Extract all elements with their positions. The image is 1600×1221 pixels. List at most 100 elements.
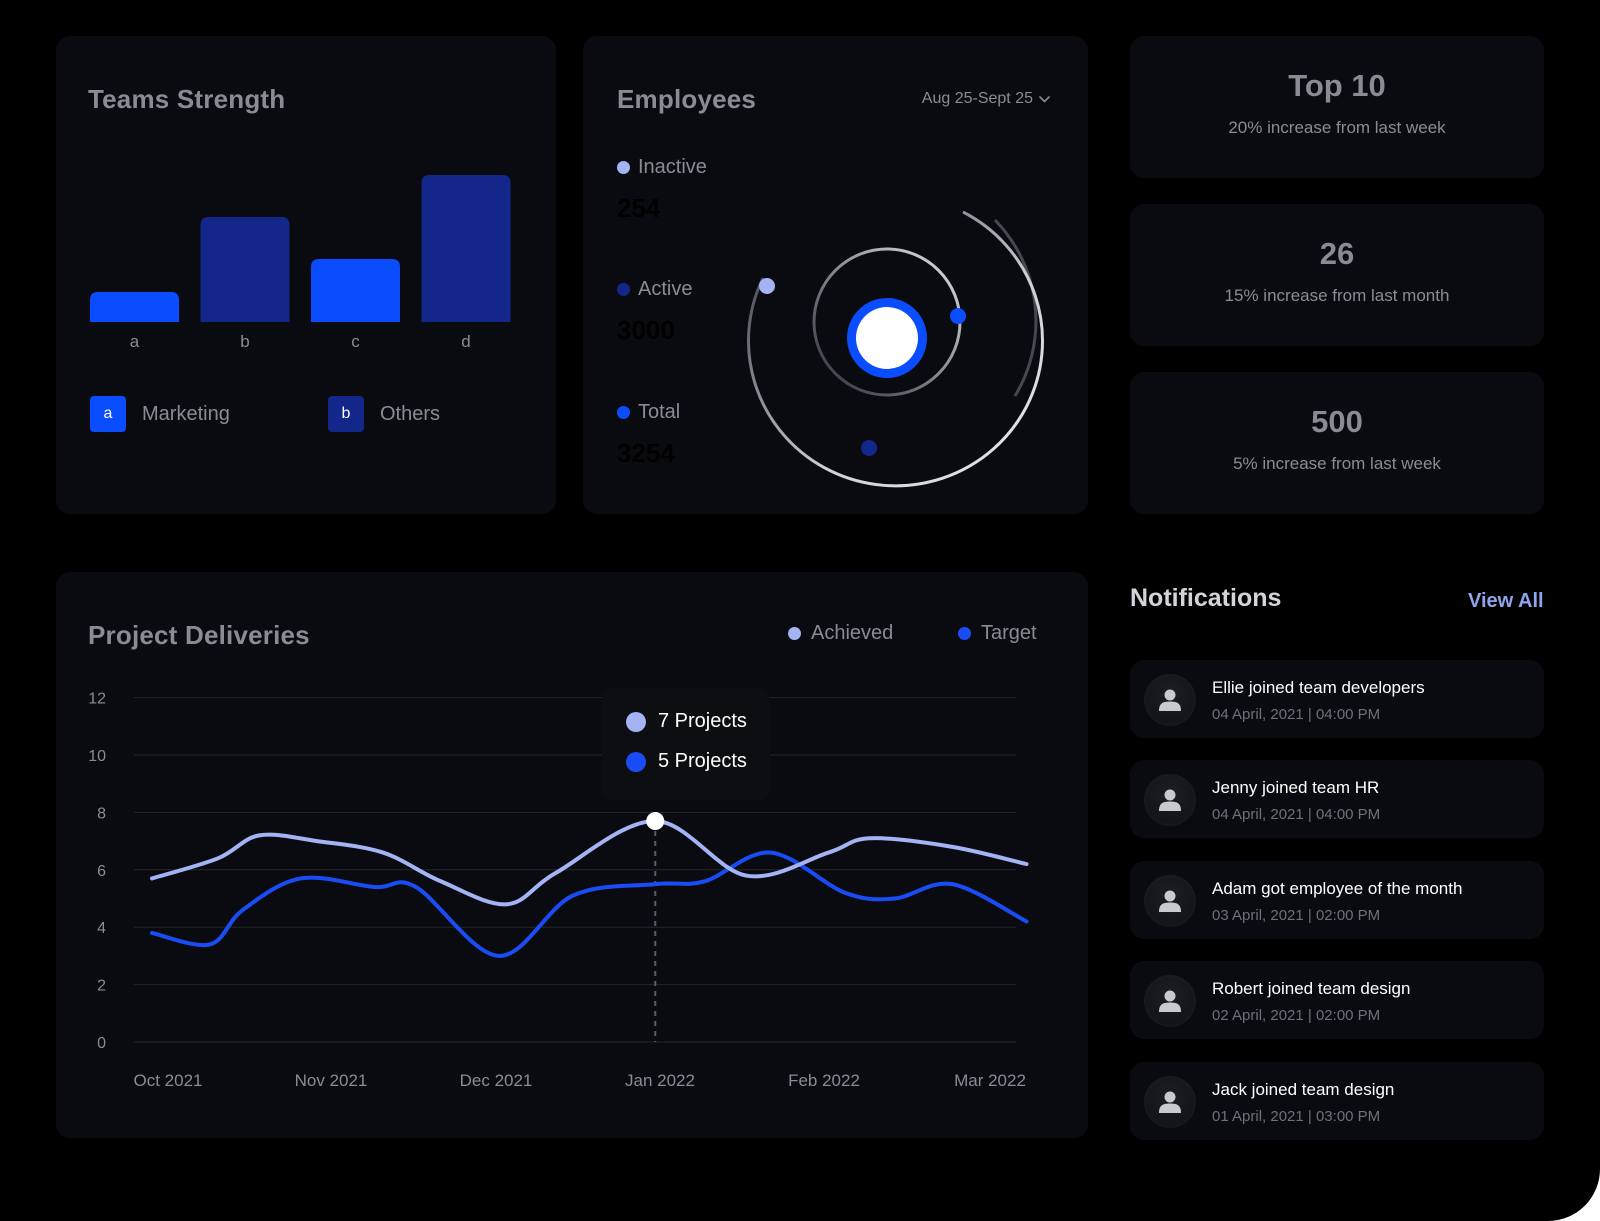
y-tick-label: 2 xyxy=(97,978,106,995)
notification-item[interactable]: Ellie joined team developers 04 April, 2… xyxy=(1130,660,1544,738)
notification-text: Robert joined team design xyxy=(1212,979,1411,998)
series-line-target xyxy=(150,850,1029,958)
notification-time: 02 April, 2021 | 02:00 PM xyxy=(1212,1007,1381,1024)
orbit-ring-large xyxy=(747,210,1044,488)
active-value: 3000 xyxy=(617,315,675,345)
orbit-outer-arc xyxy=(993,218,1038,397)
kpi-value: Top 10 xyxy=(1288,68,1386,103)
total-label: Total xyxy=(638,401,681,423)
notification-item[interactable]: Jack joined team design 01 April, 2021 |… xyxy=(1130,1062,1544,1140)
total-dot xyxy=(617,406,630,419)
legend-key-b: b xyxy=(328,396,364,432)
avatar xyxy=(1144,875,1196,927)
x-tick-label: Mar 2022 xyxy=(954,1071,1026,1090)
legend-label-others: Others xyxy=(380,402,441,425)
y-tick-label: 12 xyxy=(88,691,106,708)
target-legend-label: Target xyxy=(981,622,1037,644)
avatar xyxy=(1144,975,1196,1027)
notification-text: Jenny joined team HR xyxy=(1212,778,1380,797)
user-icon xyxy=(1159,689,1181,711)
employees-card: Employees Aug 25-Sept 25 Inactive 254 Ac… xyxy=(583,36,1088,514)
project-deliveries-card: 0 2 4 6 8 10 12 Oct 2021 Nov 2021 Dec 2021 Jan 202… xyxy=(56,572,1088,1138)
y-tick-label: 4 xyxy=(97,920,106,937)
avatar xyxy=(1144,1076,1196,1128)
x-tick-label: Nov 2021 xyxy=(295,1071,368,1090)
inactive-value: 254 xyxy=(617,193,661,223)
notification-text: Adam got employee of the month xyxy=(1212,879,1463,898)
employees-title: Employees xyxy=(617,84,757,114)
teams-strength-bar-chart: a b c d xyxy=(90,175,511,351)
highlight-point xyxy=(646,812,665,831)
teams-strength-title: Teams Strength xyxy=(88,84,286,114)
teams-strength-card: Teams Strength a b c d a Marketing b Others xyxy=(56,36,556,514)
employee-stat-total: Total 3254 xyxy=(617,401,680,469)
date-range-dropdown[interactable]: Aug 25-Sept 25 xyxy=(922,90,1050,108)
inactive-label: Inactive xyxy=(638,156,707,178)
x-tick-label: Dec 2021 xyxy=(460,1071,533,1090)
y-tick-label: 10 xyxy=(88,748,106,765)
bar-label-d: d xyxy=(461,332,470,351)
tooltip-achieved-dot xyxy=(626,711,646,732)
legend-key-a: a xyxy=(90,396,126,432)
notification-item[interactable]: Jenny joined team HR 04 April, 2021 | 04… xyxy=(1130,760,1544,838)
notification-text: Ellie joined team developers xyxy=(1212,678,1425,697)
tooltip-achieved-text: 7 Projects xyxy=(658,710,747,732)
achieved-legend-dot xyxy=(788,627,801,640)
notification-text: Jack joined team design xyxy=(1212,1080,1395,1099)
orbit-dot-inactive xyxy=(759,278,775,294)
user-icon xyxy=(1159,890,1181,912)
date-range-label: Aug 25-Sept 25 xyxy=(921,90,1033,107)
notifications-title: Notifications xyxy=(1130,584,1282,612)
employee-stat-active: Active 3000 xyxy=(617,278,692,346)
user-icon xyxy=(1159,990,1181,1012)
y-tick-label: 6 xyxy=(97,863,106,880)
notification-item[interactable]: Adam got employee of the month 03 April,… xyxy=(1130,861,1544,939)
kpi-card-500: 500 5% increase from last week xyxy=(1130,372,1544,514)
view-all-link[interactable]: View All xyxy=(1468,590,1544,612)
employees-orbit-chart xyxy=(747,210,1044,488)
x-tick-label: Feb 2022 xyxy=(788,1071,860,1090)
achieved-legend-label: Achieved xyxy=(811,622,894,644)
bar-label-b: b xyxy=(240,332,249,351)
kpi-value: 500 xyxy=(1311,404,1363,439)
legend-label-marketing: Marketing xyxy=(142,402,230,425)
project-deliveries-line-chart: 0 2 4 6 8 10 12 Oct 2021 Nov 2021 Dec 2021 Jan 202… xyxy=(88,691,1029,1090)
user-icon xyxy=(1159,789,1181,811)
x-tick-label: Jan 2022 xyxy=(625,1071,695,1090)
series-line-achieved xyxy=(150,819,1029,907)
notification-time: 01 April, 2021 | 03:00 PM xyxy=(1212,1108,1381,1125)
notification-time: 04 April, 2021 | 04:00 PM xyxy=(1212,706,1381,723)
x-tick-label: Oct 2021 xyxy=(134,1071,203,1090)
project-deliveries-title: Project Deliveries xyxy=(88,620,310,650)
legend-item-marketing: a Marketing xyxy=(90,396,230,432)
legend-item-achieved: Achieved xyxy=(788,622,893,645)
bar-b xyxy=(200,217,290,322)
bar-label-c: c xyxy=(351,332,360,351)
tooltip-target-dot xyxy=(626,751,646,772)
kpi-caption: 5% increase from last week xyxy=(1233,454,1441,473)
tooltip-target-text: 5 Projects xyxy=(658,750,747,772)
target-legend-dot xyxy=(958,627,971,640)
kpi-card-top10: Top 10 20% increase from last week xyxy=(1130,36,1544,178)
orbit-dot-target xyxy=(950,308,966,324)
bar-label-a: a xyxy=(130,332,140,351)
user-icon xyxy=(1159,1091,1181,1113)
notification-time: 03 April, 2021 | 02:00 PM xyxy=(1212,907,1381,924)
kpi-card-26: 26 15% increase from last month xyxy=(1130,204,1544,346)
y-tick-label: 8 xyxy=(97,805,106,822)
chart-tooltip: 7 Projects 5 Projects xyxy=(602,688,770,800)
orbit-dot-active xyxy=(861,440,877,456)
avatar xyxy=(1144,674,1196,726)
tooltip-row-achieved: 7 Projects xyxy=(626,710,747,733)
notification-item[interactable]: Robert joined team design 02 April, 2021… xyxy=(1130,961,1544,1039)
employee-stat-inactive: Inactive 254 xyxy=(617,156,707,224)
legend-item-others: b Others xyxy=(328,396,440,432)
legend-item-target: Target xyxy=(958,622,1037,645)
notification-time: 04 April, 2021 | 04:00 PM xyxy=(1212,806,1381,823)
y-tick-label: 0 xyxy=(97,1035,106,1052)
chevron-down-icon xyxy=(1039,92,1050,106)
avatar xyxy=(1144,774,1196,826)
orbit-core xyxy=(856,307,918,369)
bar-c xyxy=(311,259,400,322)
